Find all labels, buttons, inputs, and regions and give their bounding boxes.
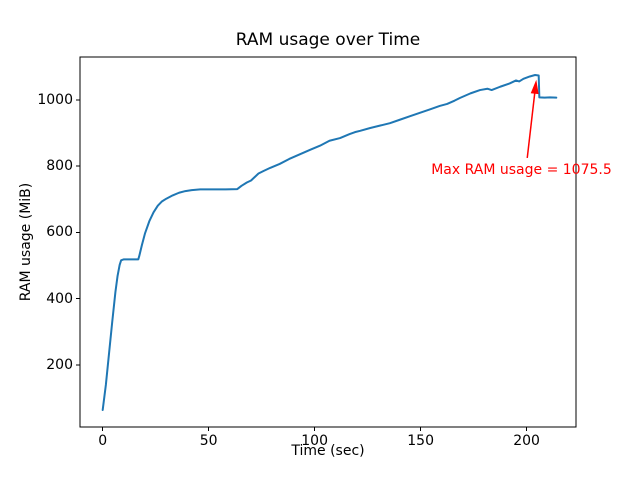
annotation-text: Max RAM usage = 1075.5 [431, 161, 612, 178]
chart-title: RAM usage over Time [235, 30, 421, 50]
y-tick-label: 400 [46, 290, 73, 307]
x-axis-label: Time (sec) [291, 443, 365, 459]
x-tick-label: 200 [513, 433, 540, 449]
x-tick-label: 0 [98, 433, 108, 449]
x-tick-label: 50 [199, 433, 218, 449]
annotation-arrow-shaft [526, 82, 537, 159]
ram-usage-line [101, 73, 558, 412]
y-tick-label: 600 [46, 224, 73, 241]
plot-spines [79, 56, 577, 428]
x-tick-label: 100 [301, 433, 328, 449]
y-axis-label: RAM usage (MiB) [18, 182, 34, 302]
annotation-arrow-head [530, 79, 539, 95]
y-tick-label: 200 [46, 356, 73, 373]
y-tick-label: 1000 [37, 91, 73, 108]
y-tick-label: 800 [46, 158, 73, 175]
x-tick-label: 150 [407, 433, 434, 449]
